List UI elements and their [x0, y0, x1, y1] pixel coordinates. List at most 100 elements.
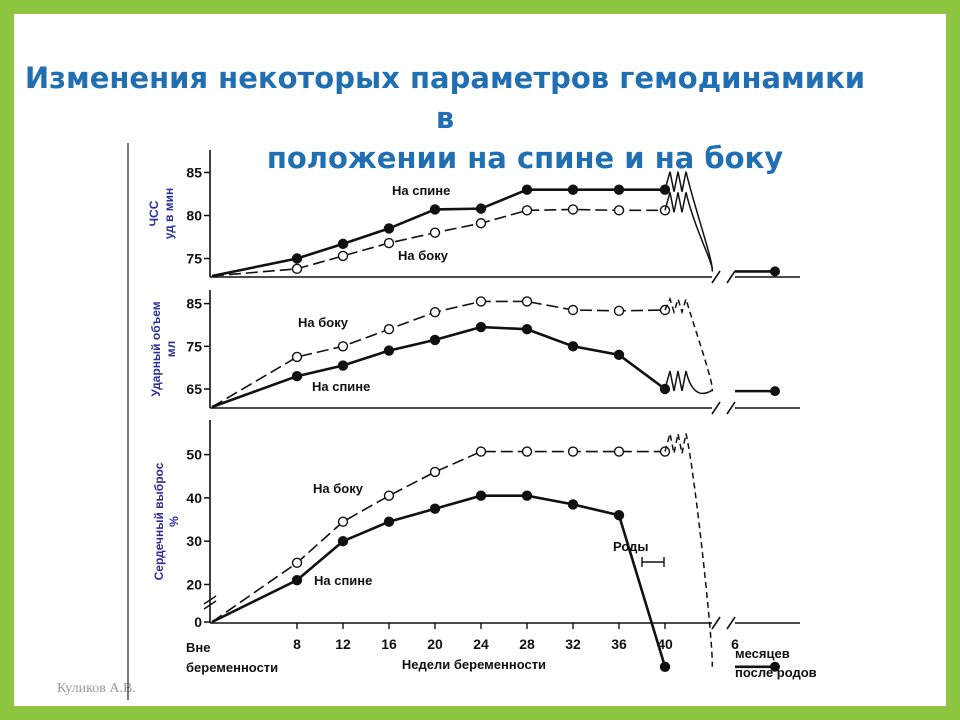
panel-2-supine-point	[291, 370, 303, 382]
panel-3-supine-point	[659, 661, 671, 672]
panel-1-postpartum-point	[770, 266, 780, 277]
panel-2-labor-curve	[664, 370, 713, 395]
baseline-label-line2: беременности	[186, 660, 278, 675]
panel-2-lateral-point	[475, 296, 487, 307]
panel-3-lateral-point	[613, 446, 625, 457]
panel-3-supine-point	[521, 490, 533, 501]
title-line-1: Изменения некоторых параметров гемодинам…	[24, 61, 866, 135]
x-tick-label: 24	[473, 636, 489, 652]
panel-2-lateral-point	[429, 306, 441, 318]
panel-3-supine-line	[211, 494, 667, 668]
panel-3-supine-point	[429, 503, 441, 514]
panel-2-supine-line	[211, 325, 666, 409]
x-tick-label: 16	[381, 636, 397, 652]
panel-1-supine-point	[521, 184, 533, 195]
panel-3-y-tick-label: 50	[186, 447, 202, 463]
panel-1-y-tick-label: 75	[186, 251, 202, 267]
panel-3-lateral-point	[521, 446, 533, 457]
title-line-2: положении на спине и на боку	[266, 141, 784, 175]
panel-1-supine-point	[291, 253, 303, 264]
panel-2-ylabel-line1: Ударный объем	[149, 301, 163, 396]
panel-2-supine-point	[475, 321, 487, 333]
panel-3-supine-point	[291, 574, 303, 586]
panel-2-lateral-point	[521, 296, 533, 307]
postpartum-label-line1: месяцев	[735, 646, 790, 661]
panel-1-supine-point	[613, 184, 625, 195]
panel-3-lateral-point	[567, 446, 579, 457]
panel-1-axis-break	[711, 270, 736, 284]
panel-3-y-tick-label: 30	[186, 533, 202, 549]
panel-3-lateral-line	[211, 450, 665, 623]
panel-1-lateral-point	[291, 263, 303, 275]
labor-duration-marker	[641, 557, 665, 567]
panel-1-supine-point	[383, 223, 395, 234]
panel-3-supine-point	[567, 499, 579, 510]
panel-3-ylabel-line2: %	[167, 516, 181, 527]
panel-3-postpartum-point	[770, 661, 780, 672]
panel-1-supine-point	[337, 238, 349, 250]
panel-2-labor-curve	[664, 296, 713, 392]
panel-1-lateral-point	[475, 218, 487, 229]
panel-1-lateral-point	[429, 227, 441, 238]
panel-2-supine-point	[613, 349, 625, 361]
x-tick-label: 12	[335, 636, 351, 652]
label-supine-co: На спине	[314, 573, 372, 588]
x-tick-label: 28	[519, 636, 535, 652]
panel-3-ylabel-line1: Сердечный выброс	[152, 462, 166, 580]
author-caption: Куликов А.В.	[57, 681, 136, 696]
panel-3-supine-point	[383, 516, 395, 527]
panel-3-lateral-point	[383, 490, 395, 501]
panel-3-lateral-point	[429, 466, 441, 478]
panel-2-supine-point	[383, 345, 395, 356]
panel-1-ylabel-line1: ЧСС	[147, 200, 161, 226]
panel-1-supine-point	[429, 204, 441, 215]
panel-1-labor-curve	[664, 171, 714, 272]
label-supine-hr: На спине	[392, 183, 450, 198]
panel-3-supine-point	[337, 536, 349, 547]
annotation-labor: Роды	[613, 539, 648, 554]
panel-2-supine-point	[521, 324, 533, 335]
x-tick-label: 20	[427, 636, 443, 652]
baseline-label-line1: Вне	[186, 640, 210, 655]
panel-3-supine-point	[475, 490, 487, 501]
label-supine-sv: На спине	[312, 379, 370, 394]
panel-3-lateral-point	[475, 446, 487, 457]
panel-2-supine-point	[337, 360, 349, 371]
panel-3-labor-curve	[664, 433, 714, 668]
panel-1-supine-point	[475, 203, 487, 214]
panel-1-lateral-point	[567, 204, 579, 215]
panel-2-lateral-point	[337, 341, 349, 352]
x-tick-label: 40	[657, 636, 673, 652]
panel-2-y-tick-label: 75	[186, 338, 202, 354]
panel-1-lateral-point	[521, 205, 533, 216]
panel-3-lateral-point	[337, 516, 349, 527]
x-axis-label: Недели беременности	[402, 657, 546, 672]
panel-2-supine-point	[429, 334, 441, 346]
panel-2-y-tick-label: 65	[186, 381, 202, 397]
panel-2-lateral-point	[567, 304, 579, 316]
panel-2-axis-break	[711, 401, 736, 415]
panel-2-lateral-point	[291, 351, 303, 363]
panel-1-y-tick-label: 80	[186, 208, 202, 224]
label-lateral-sv: На боку	[298, 315, 349, 330]
panel-1-supine-line	[211, 188, 665, 278]
slide-title: Изменения некоторых параметров гемодинам…	[14, 58, 946, 178]
panel-3-axis-break	[711, 616, 736, 630]
panel-1-ylabel-line2: уд в мин	[162, 188, 176, 240]
slide: Изменения некоторых параметров гемодинам…	[14, 14, 946, 706]
panel-3-y-axis-break	[203, 595, 217, 610]
panel-1-labor-curve	[664, 192, 713, 272]
panel-1-lateral-point	[613, 205, 625, 216]
label-lateral-hr: На боку	[398, 248, 449, 263]
panel-3-y-tick-label: 20	[186, 577, 202, 593]
panel-2-supine-point	[567, 341, 579, 352]
panel-1-lateral-line	[211, 208, 665, 277]
x-tick-label: 36	[611, 636, 627, 652]
panel-2-y-tick-label: 85	[186, 296, 202, 312]
panel-1-lateral-point	[383, 237, 395, 249]
panel-1-lateral-point	[337, 250, 349, 262]
panel-2-ylabel-line2: мл	[164, 341, 178, 358]
panel-2-lateral-point	[613, 305, 625, 317]
x-tick-label-postpartum: 6	[731, 636, 739, 652]
